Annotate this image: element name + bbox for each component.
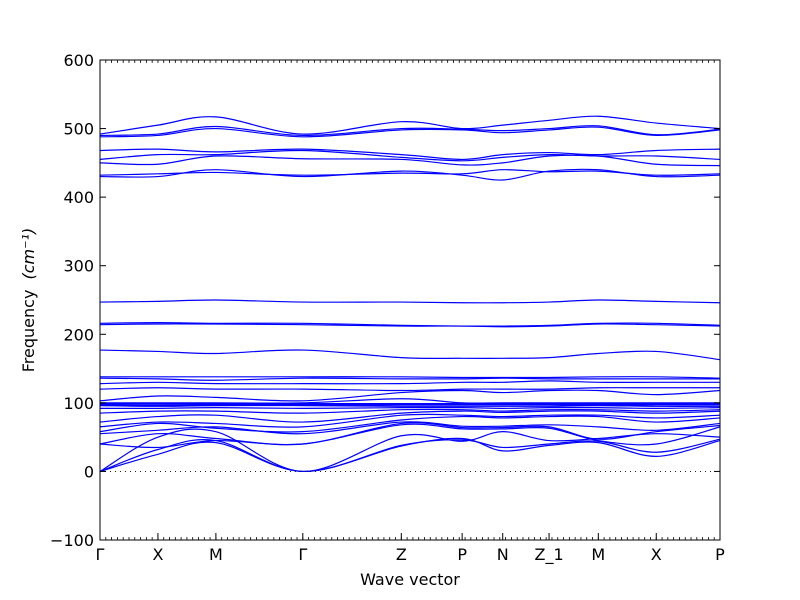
y-axis-ticks: −100 0 100 200 300 400 500 600 bbox=[50, 51, 720, 550]
band-line bbox=[99, 387, 720, 392]
y-tick-label: 0 bbox=[84, 462, 94, 481]
plot-frame bbox=[99, 59, 721, 541]
band-line bbox=[99, 410, 721, 423]
band-line bbox=[99, 389, 721, 402]
x-tick-label: X bbox=[152, 545, 163, 564]
band-line bbox=[99, 406, 721, 409]
band-line bbox=[99, 149, 721, 162]
band-line bbox=[99, 408, 721, 414]
x-tick-label: Γ bbox=[298, 545, 307, 564]
x-axis-label: Wave vector bbox=[360, 570, 460, 589]
y-axis-label: Frequency (cm⁻¹) bbox=[19, 228, 38, 372]
x-tick-label: M bbox=[209, 545, 223, 564]
band-line bbox=[99, 380, 720, 385]
band-line bbox=[99, 148, 721, 161]
y-axis-label-unit: (cm⁻¹) bbox=[19, 228, 38, 280]
y-tick-label: 500 bbox=[63, 120, 94, 139]
y-tick-label: 100 bbox=[63, 394, 94, 413]
band-line bbox=[99, 349, 721, 361]
band-line bbox=[99, 377, 720, 381]
band-line bbox=[99, 415, 721, 433]
y-tick-label: 200 bbox=[63, 325, 94, 344]
band-lines bbox=[99, 115, 721, 473]
x-axis-ticks: Γ X M Γ Z P N Z_1 M X P bbox=[96, 60, 725, 565]
x-tick-label: Γ bbox=[96, 545, 105, 564]
band-line bbox=[99, 115, 721, 135]
band-line bbox=[99, 422, 721, 446]
x-tick-label: P bbox=[715, 545, 725, 564]
x-tick-label: X bbox=[651, 545, 662, 564]
band-line bbox=[99, 125, 721, 137]
band-line bbox=[99, 404, 720, 407]
band-line bbox=[99, 428, 721, 473]
x-tick-label: N bbox=[497, 545, 509, 564]
band-line bbox=[99, 423, 721, 449]
y-axis-label-text: Frequency bbox=[19, 290, 38, 373]
x-tick-label: Z bbox=[396, 545, 407, 564]
band-line bbox=[99, 421, 721, 435]
band-line bbox=[99, 322, 721, 327]
band-line bbox=[99, 398, 720, 404]
band-line bbox=[99, 168, 721, 181]
band-line bbox=[99, 437, 721, 473]
band-line bbox=[99, 413, 721, 428]
x-tick-label: Z_1 bbox=[534, 545, 563, 565]
y-tick-label: −100 bbox=[50, 531, 94, 550]
y-tick-label: 300 bbox=[63, 257, 94, 276]
band-line bbox=[99, 126, 721, 138]
band-line bbox=[99, 154, 721, 167]
band-line bbox=[99, 169, 721, 176]
x-tick-label: M bbox=[591, 545, 605, 564]
band-line bbox=[99, 404, 721, 407]
band-line bbox=[99, 376, 721, 379]
y-tick-label: 400 bbox=[63, 188, 94, 207]
band-line bbox=[99, 299, 721, 304]
band-line bbox=[99, 438, 721, 473]
y-tick-label: 600 bbox=[63, 51, 94, 70]
x-tick-label: P bbox=[457, 545, 467, 564]
